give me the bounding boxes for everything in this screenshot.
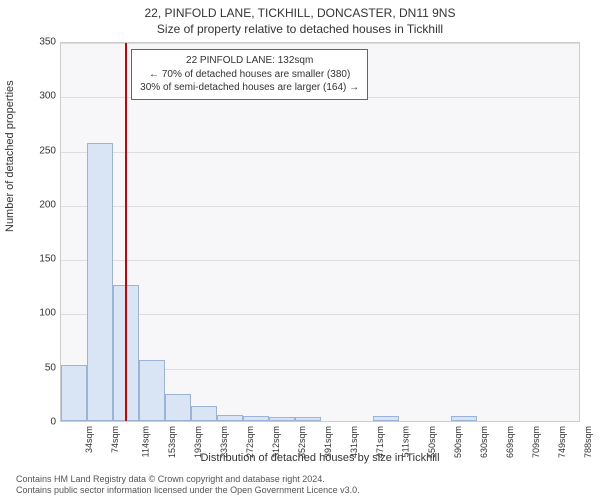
histogram-bar [269, 417, 295, 421]
x-tick-label: 590sqm [453, 426, 463, 458]
x-tick-label: 272sqm [245, 426, 255, 458]
y-tick-label: 100 [16, 308, 56, 319]
x-tick-label: 788sqm [583, 426, 593, 458]
x-tick-label: 709sqm [531, 426, 541, 458]
x-axis-label: Distribution of detached houses by size … [60, 452, 580, 464]
histogram-bar [451, 416, 477, 421]
gridline [61, 206, 579, 207]
chart-container: 22, PINFOLD LANE, TICKHILL, DONCASTER, D… [0, 0, 600, 500]
x-tick-label: 511sqm [400, 426, 410, 457]
histogram-bar [217, 415, 243, 422]
y-tick-label: 350 [16, 37, 56, 48]
histogram-bar [191, 406, 217, 421]
y-axis-label: Number of detached properties [4, 80, 16, 232]
histogram-bar [243, 416, 269, 421]
gridline [61, 152, 579, 153]
y-tick-label: 200 [16, 199, 56, 210]
histogram-bar [373, 416, 399, 421]
footer-line1: Contains HM Land Registry data © Crown c… [16, 474, 360, 485]
histogram-bar [87, 143, 113, 421]
x-tick-label: 630sqm [479, 426, 489, 458]
callout-box: 22 PINFOLD LANE: 132sqm← 70% of detached… [131, 49, 368, 100]
x-tick-label: 233sqm [219, 426, 229, 458]
chart-title-line2: Size of property relative to detached ho… [0, 22, 600, 36]
footer-attribution: Contains HM Land Registry data © Crown c… [16, 474, 360, 497]
x-tick-label: 391sqm [323, 426, 333, 458]
histogram-bar [61, 365, 87, 421]
histogram-bar [295, 417, 321, 421]
histogram-bar [139, 360, 165, 421]
gridline [61, 43, 579, 44]
callout-line: 22 PINFOLD LANE: 132sqm [140, 54, 359, 68]
histogram-bar [165, 394, 191, 421]
x-tick-label: 34sqm [84, 426, 94, 453]
x-tick-label: 114sqm [140, 426, 150, 457]
callout-line: 30% of semi-detached houses are larger (… [140, 81, 359, 95]
callout-line: ← 70% of detached houses are smaller (38… [140, 68, 359, 82]
y-tick-label: 250 [16, 145, 56, 156]
x-tick-label: 669sqm [505, 426, 515, 458]
gridline [61, 260, 579, 261]
x-tick-label: 193sqm [193, 426, 203, 458]
x-tick-label: 74sqm [110, 426, 120, 453]
footer-line2: Contains public sector information licen… [16, 485, 360, 496]
y-tick-label: 0 [16, 417, 56, 428]
x-tick-label: 550sqm [427, 426, 437, 458]
x-tick-label: 352sqm [297, 426, 307, 458]
x-tick-label: 153sqm [167, 426, 177, 458]
y-tick-label: 150 [16, 254, 56, 265]
plot-area: 22 PINFOLD LANE: 132sqm← 70% of detached… [60, 42, 580, 422]
y-tick-label: 50 [16, 362, 56, 373]
y-tick-label: 300 [16, 91, 56, 102]
x-tick-label: 431sqm [349, 426, 359, 458]
x-tick-label: 749sqm [557, 426, 567, 458]
x-tick-label: 471sqm [375, 426, 385, 458]
x-tick-label: 312sqm [271, 426, 281, 458]
chart-title-line1: 22, PINFOLD LANE, TICKHILL, DONCASTER, D… [0, 6, 600, 20]
marker-line [125, 43, 127, 421]
